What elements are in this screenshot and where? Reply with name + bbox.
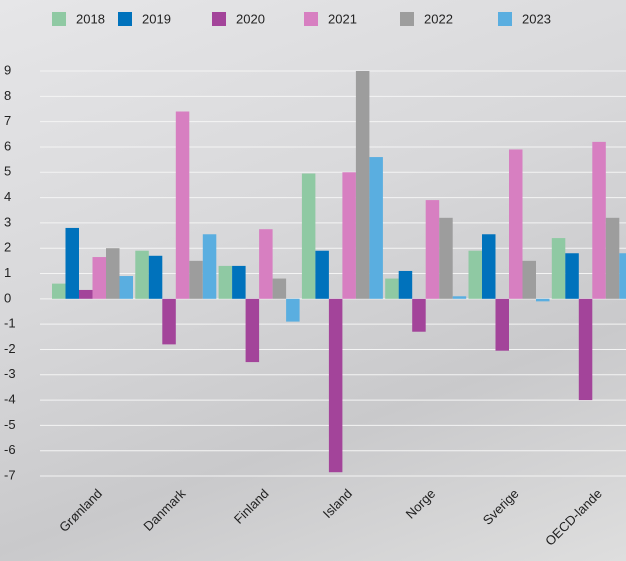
bar	[385, 278, 399, 299]
bar	[189, 260, 203, 299]
bar	[175, 111, 190, 299]
legend-label: 2023	[522, 11, 551, 26]
bar	[522, 260, 536, 299]
y-tick-label: -5	[4, 417, 16, 432]
legend-swatch	[52, 12, 66, 26]
bar	[245, 298, 260, 363]
x-tick-label: Sverige	[480, 486, 522, 528]
y-tick-label: -2	[4, 341, 16, 356]
legend-label: 2022	[424, 11, 453, 26]
bar	[148, 255, 163, 299]
legend-label: 2018	[76, 11, 105, 26]
bar	[79, 289, 93, 299]
y-tick-label: 1	[4, 265, 11, 280]
y-tick-label: 6	[4, 138, 11, 153]
bar	[202, 234, 217, 299]
bar	[92, 257, 106, 299]
bar	[536, 298, 550, 302]
y-tick-label: -7	[4, 467, 16, 482]
y-tick-label: -1	[4, 316, 16, 331]
y-tick-label: 8	[4, 88, 11, 103]
bar	[398, 270, 413, 299]
y-tick-label: -4	[4, 392, 16, 407]
bar	[106, 248, 120, 299]
y-tick-label: 0	[4, 290, 11, 305]
legend-label: 2021	[328, 11, 357, 26]
y-tick-label: -3	[4, 366, 16, 381]
bar	[425, 200, 440, 299]
x-tick-label: Island	[320, 486, 355, 521]
bar	[119, 276, 133, 299]
bar	[232, 265, 246, 299]
bar	[369, 157, 383, 299]
bar	[551, 238, 566, 299]
bar	[342, 172, 356, 299]
bar	[592, 141, 606, 299]
bar	[52, 283, 66, 299]
legend-swatch	[400, 12, 414, 26]
bar	[578, 298, 593, 401]
bar	[412, 298, 426, 332]
y-tick-label: 5	[4, 164, 11, 179]
y-tick-label: -6	[4, 442, 16, 457]
bar	[355, 71, 370, 299]
bar	[605, 217, 620, 299]
bar	[468, 250, 482, 299]
bar	[286, 298, 300, 322]
legend-swatch	[212, 12, 226, 26]
y-tick-label: 2	[4, 240, 11, 255]
bar	[301, 173, 316, 299]
y-tick-label: 3	[4, 214, 11, 229]
bar	[218, 265, 233, 299]
bar	[135, 250, 149, 299]
bar	[565, 253, 579, 299]
y-tick-label: 4	[4, 189, 11, 204]
x-tick-label: Danmark	[140, 486, 188, 534]
bar	[328, 298, 343, 473]
bar	[482, 234, 496, 299]
legend-label: 2019	[142, 11, 171, 26]
bar	[439, 217, 453, 299]
legend-label: 2020	[236, 11, 265, 26]
x-tick-label: Norge	[403, 486, 439, 522]
bar	[315, 250, 329, 299]
bar	[259, 229, 273, 299]
legend-swatch	[304, 12, 318, 26]
y-tick-label: 9	[4, 62, 11, 77]
legend-swatch	[118, 12, 132, 26]
bar	[619, 253, 626, 299]
bar	[162, 298, 176, 345]
y-tick-label: 7	[4, 113, 11, 128]
legend-swatch	[498, 12, 512, 26]
bar	[65, 227, 79, 299]
bar	[495, 298, 509, 351]
bar	[452, 296, 467, 299]
bar	[509, 149, 523, 299]
x-tick-label: OECD-lande	[542, 486, 605, 549]
x-tick-label: Finland	[231, 486, 272, 527]
x-tick-label: Grønland	[56, 486, 105, 535]
bar	[272, 278, 287, 299]
